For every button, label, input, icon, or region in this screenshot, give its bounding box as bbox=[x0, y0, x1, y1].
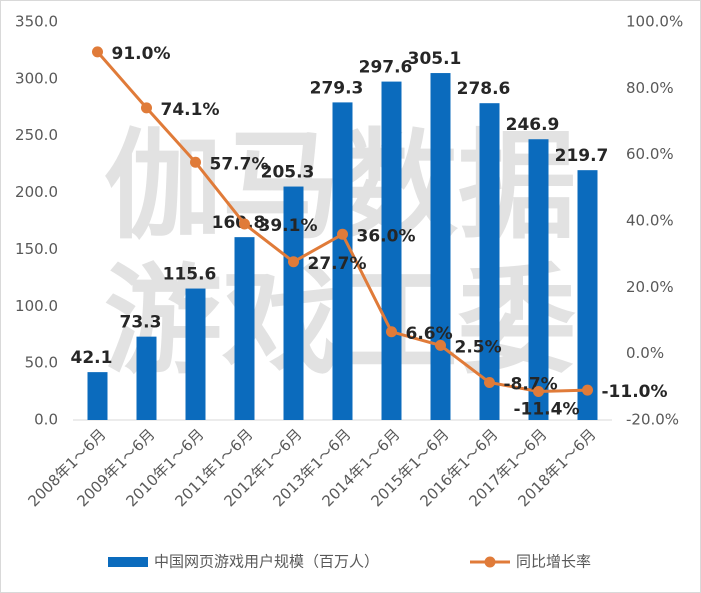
y-tick-label: 50.0 bbox=[25, 354, 58, 372]
bar bbox=[136, 336, 157, 420]
bar-value-label: 219.7 bbox=[555, 146, 609, 166]
y2-tick-label: 100.0% bbox=[626, 13, 683, 31]
y-tick-label: 300.0 bbox=[15, 69, 58, 87]
bar-value-label: 42.1 bbox=[71, 348, 113, 368]
legend-swatch bbox=[108, 557, 148, 567]
line-value-label: 6.6% bbox=[406, 324, 453, 344]
line-point bbox=[239, 218, 250, 230]
bar-value-label: 278.6 bbox=[457, 79, 511, 99]
bar-value-label: 246.9 bbox=[506, 115, 560, 135]
bar-value-label: 297.6 bbox=[359, 58, 413, 78]
bar bbox=[283, 186, 304, 420]
y2-tick-label: -20.0% bbox=[626, 411, 679, 429]
bar bbox=[332, 102, 353, 420]
line-value-label: 91.0% bbox=[112, 44, 171, 64]
line-point bbox=[288, 256, 299, 268]
line-point bbox=[190, 156, 201, 168]
line-value-label: -8.7% bbox=[504, 375, 558, 395]
bar bbox=[528, 139, 549, 420]
bar bbox=[185, 288, 206, 420]
line-value-label: -11.4% bbox=[513, 399, 579, 419]
line-value-label: 27.7% bbox=[308, 254, 367, 274]
y2-tick-label: 80.0% bbox=[626, 79, 674, 97]
line-value-label: 57.7% bbox=[210, 154, 269, 174]
line-value-label: 74.1% bbox=[161, 100, 220, 120]
legend-swatch bbox=[484, 556, 496, 568]
bar-value-label: 279.3 bbox=[310, 78, 364, 98]
line-value-label: 2.5% bbox=[455, 337, 502, 357]
y-tick-label: 100.0 bbox=[15, 297, 58, 315]
line-point bbox=[141, 102, 152, 114]
y2-tick-label: 40.0% bbox=[626, 212, 674, 230]
bar-value-label: 73.3 bbox=[120, 313, 162, 333]
line-point bbox=[386, 326, 397, 338]
y-tick-label: 0.0 bbox=[34, 411, 58, 429]
y2-tick-label: 60.0% bbox=[626, 145, 674, 163]
bar bbox=[87, 372, 108, 420]
bar bbox=[430, 73, 451, 421]
line-point bbox=[533, 385, 544, 397]
line-value-label: 39.1% bbox=[259, 216, 318, 236]
y-tick-label: 350.0 bbox=[15, 13, 58, 31]
y2-tick-label: 20.0% bbox=[626, 278, 674, 296]
bar-value-label: 305.1 bbox=[408, 49, 462, 69]
bar bbox=[577, 170, 598, 420]
line-point bbox=[337, 228, 348, 240]
bar bbox=[381, 81, 402, 420]
y2-tick-label: 0.0% bbox=[626, 344, 664, 362]
y-tick-label: 200.0 bbox=[15, 183, 58, 201]
line-value-label: -11.0% bbox=[602, 382, 668, 402]
bar bbox=[479, 103, 500, 420]
line-value-label: 36.0% bbox=[357, 226, 416, 246]
y-tick-label: 150.0 bbox=[15, 240, 58, 258]
legend-label: 中国网页游戏用户规模（百万人） bbox=[154, 553, 379, 571]
bar-value-label: 115.6 bbox=[163, 265, 217, 285]
line-point bbox=[582, 384, 593, 396]
line-point bbox=[484, 377, 495, 389]
bar bbox=[234, 237, 255, 420]
bar-value-label: 205.3 bbox=[261, 163, 315, 183]
legend-label: 同比增长率 bbox=[516, 553, 591, 571]
line-point bbox=[435, 339, 446, 351]
y-tick-label: 250.0 bbox=[15, 126, 58, 144]
line-point bbox=[92, 46, 103, 58]
